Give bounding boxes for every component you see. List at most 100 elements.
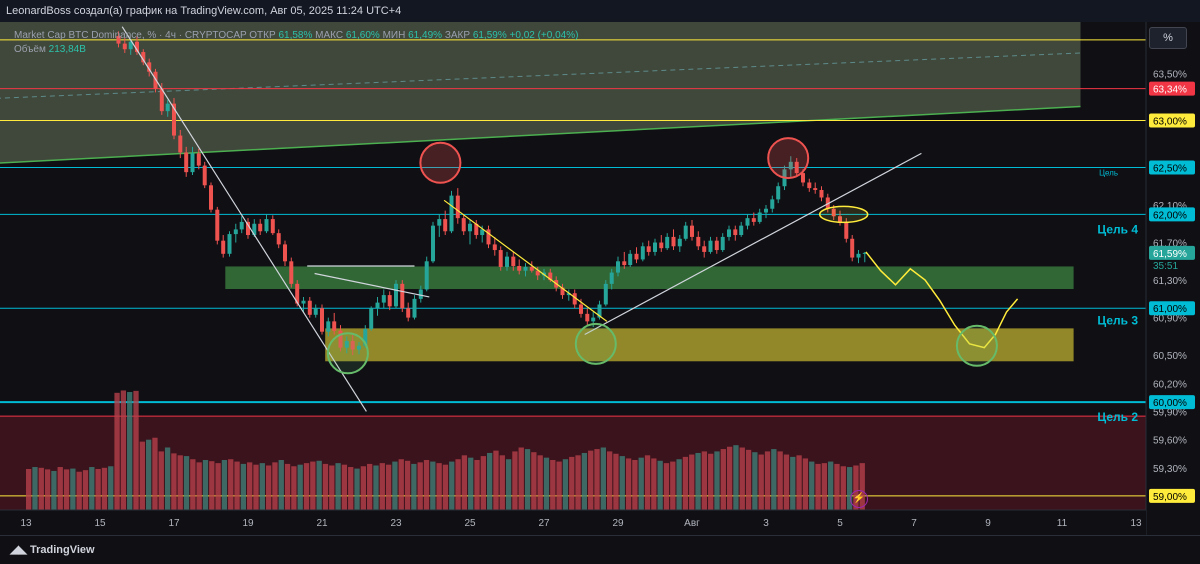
candle-body <box>215 209 220 241</box>
x-tick-label: 3 <box>763 518 769 529</box>
volume-bar <box>859 463 865 510</box>
lightning-icon[interactable]: ⚡ <box>850 490 868 508</box>
tradingview-logo-icon: ◢◣ <box>10 544 30 556</box>
candle-body <box>844 221 849 239</box>
legend-symbol: Market Cap BTC Dominance, % · 4ч · CRYPT… <box>14 30 276 41</box>
volume-bar <box>95 468 101 510</box>
candle-body <box>751 218 756 222</box>
candle-body <box>350 341 355 350</box>
volume-bar <box>708 453 714 510</box>
candle-body <box>708 240 713 252</box>
trend-line <box>121 26 367 412</box>
candle-body <box>714 240 719 251</box>
volume-bar <box>518 447 524 510</box>
candle-body <box>424 261 429 290</box>
y-tick-label: 59,30% <box>1153 464 1187 475</box>
volume-bar <box>139 441 145 510</box>
candle-body <box>252 223 257 236</box>
annotation-circle <box>574 322 617 365</box>
volume-bar <box>834 463 840 510</box>
volume-bar <box>114 392 120 510</box>
volume-bar <box>569 456 575 510</box>
volume-bar <box>828 461 834 510</box>
price-chart[interactable]: 63,50% 62,10% 61,70% 61,30% 60,90% 60,50% 60,2… <box>0 22 1200 535</box>
volume-bar <box>461 455 468 510</box>
volume-bar <box>348 467 354 510</box>
volume-bar <box>651 458 657 510</box>
channel-mid-line <box>0 52 1081 99</box>
price-badge-label: 60,00% <box>1153 398 1187 409</box>
volume-bar <box>499 455 505 510</box>
candle-body <box>172 103 176 136</box>
volume-bar <box>430 461 436 510</box>
zone-box <box>325 328 1074 362</box>
volume-bar <box>449 461 455 510</box>
legend-symbol-row: Market Cap BTC Dominance, % · 4ч · CRYPT… <box>14 30 578 44</box>
x-tick-label: 25 <box>464 518 476 529</box>
candle-body <box>412 298 417 318</box>
volume-bar <box>455 459 461 510</box>
volume-bar <box>809 461 815 510</box>
percent-scale-button[interactable]: % <box>1149 27 1187 49</box>
price-badge-label: 63,00% <box>1153 117 1187 128</box>
volume-bar <box>436 463 442 510</box>
x-tick-label: 21 <box>316 518 328 529</box>
price-badge <box>1149 160 1195 175</box>
price-badge-label: 59,00% <box>1153 492 1187 503</box>
candle-body <box>646 246 651 252</box>
legend: Market Cap BTC Dominance, % · 4ч · CRYPT… <box>14 30 578 58</box>
candle-body <box>437 219 442 226</box>
annotation-circle <box>767 137 810 180</box>
volume-bar <box>556 461 562 510</box>
y-tick-label: 63,50% <box>1153 70 1187 81</box>
candle-body <box>400 283 405 309</box>
candle-body <box>326 321 331 332</box>
tradingview-logo[interactable]: ◢◣ TradingView <box>10 543 95 556</box>
chart-title: LeonardBoss создал(а) график на TradingV… <box>6 5 402 17</box>
candle-body <box>671 236 676 247</box>
price-badge-label: 61,00% <box>1153 304 1187 315</box>
volume-bar <box>259 463 265 510</box>
time-axis <box>0 510 1146 535</box>
volume-bar <box>89 467 95 510</box>
candle-body <box>733 229 738 236</box>
volume-bar <box>329 465 335 510</box>
candle-body <box>165 103 170 112</box>
candle-body <box>683 225 688 239</box>
volume-bar <box>228 459 234 510</box>
volume-bar <box>202 460 209 510</box>
y-tick-label: 60,90% <box>1153 314 1187 325</box>
volume-bar <box>670 461 676 510</box>
candle-body <box>178 135 183 153</box>
candle-body <box>122 43 127 50</box>
x-tick-label: 13 <box>1130 518 1142 529</box>
candle-body <box>794 161 799 174</box>
volume-bar <box>108 466 114 510</box>
candle-body <box>776 186 781 200</box>
volume-bar <box>537 455 543 510</box>
candle-body <box>838 216 842 222</box>
candle-body <box>690 225 694 237</box>
volume-bar <box>745 449 752 510</box>
candle-body <box>283 244 287 262</box>
y-tick-label: 61,30% <box>1153 276 1187 287</box>
volume-bar <box>417 462 423 510</box>
price-badge <box>1149 395 1195 410</box>
x-tick-label: 19 <box>242 518 254 529</box>
volume-bar <box>379 463 385 510</box>
volume-bar <box>524 449 531 510</box>
legend-open: 61,58% <box>278 30 313 41</box>
candle-body <box>190 153 195 173</box>
candle-body <box>289 261 294 284</box>
candle-body <box>628 253 633 266</box>
candle-body <box>634 253 639 260</box>
candle-body <box>523 266 528 271</box>
volume-bar <box>625 458 632 510</box>
volume-bar <box>404 460 411 510</box>
candle-body <box>128 41 133 50</box>
legend-change: +0,02 (+0,04%) <box>509 30 579 41</box>
volume-bar <box>82 470 89 510</box>
annotation-ellipse <box>818 205 869 224</box>
volume-bar <box>398 459 404 510</box>
volume-bar <box>297 464 303 510</box>
